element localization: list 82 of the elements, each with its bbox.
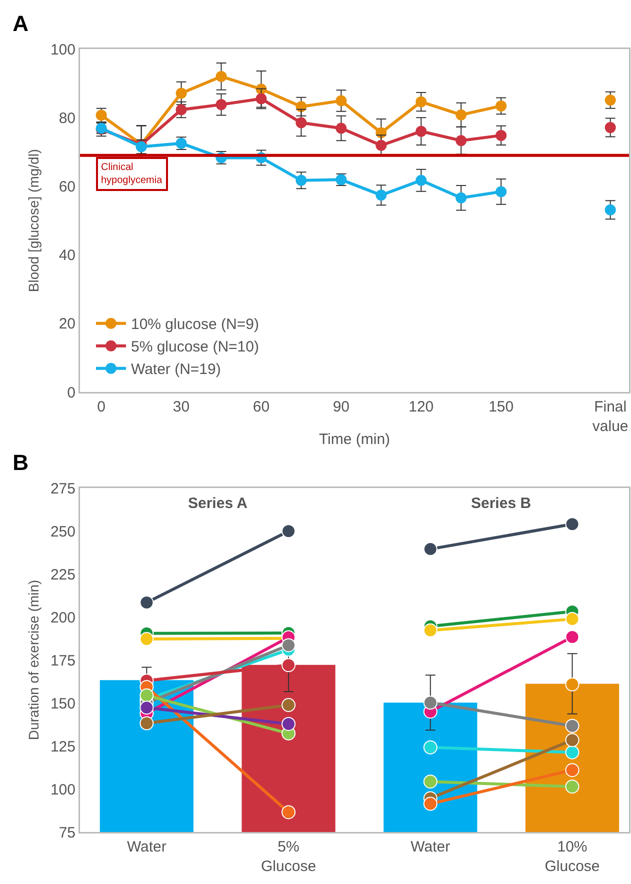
y-tick-label: 150 — [50, 695, 76, 712]
point — [216, 70, 227, 82]
point — [416, 174, 427, 186]
point — [282, 805, 296, 820]
y-tick-label: 75 — [58, 824, 76, 842]
y-tick-label: 40 — [58, 247, 76, 264]
x-tick-label: 120 — [408, 398, 434, 416]
y-tick-label: 100 — [50, 41, 76, 58]
y-axis-title: Blood [glucose] (mg/dl) — [25, 148, 42, 292]
point — [456, 109, 467, 120]
point — [336, 95, 347, 106]
point — [140, 716, 154, 730]
x-tick-label: 150 — [488, 398, 514, 416]
point — [565, 630, 580, 644]
point — [423, 740, 438, 754]
x-tick-label: 30 — [172, 398, 190, 416]
point — [456, 192, 467, 204]
x-tick-label: Water — [410, 838, 450, 856]
point — [140, 688, 154, 702]
x-tick-label: Water — [126, 838, 166, 856]
point — [140, 700, 154, 715]
legend-label: 10% glucose (N=9) — [130, 316, 259, 334]
point — [336, 122, 347, 134]
chart-title: B — [12, 450, 29, 475]
point — [565, 780, 580, 794]
point — [565, 517, 580, 532]
point — [423, 774, 438, 789]
point — [376, 140, 387, 151]
point — [282, 716, 296, 731]
point — [423, 696, 438, 710]
legend-label: Water (N=19) — [130, 361, 221, 378]
point — [423, 796, 438, 811]
point — [416, 126, 427, 137]
y-tick-label: 100 — [50, 781, 76, 798]
point — [565, 745, 580, 760]
legend-label: 5% glucose (N=10) — [130, 338, 259, 356]
point — [256, 93, 267, 104]
y-tick-label: 250 — [50, 523, 76, 540]
y-tick-label: 225 — [50, 566, 76, 584]
point — [282, 698, 296, 712]
point — [565, 612, 580, 626]
point — [296, 117, 307, 128]
x-tick-label: 90 — [332, 398, 350, 416]
point — [282, 638, 296, 652]
y-tick-label: 60 — [58, 178, 76, 196]
x-tick-label: 60 — [252, 398, 270, 416]
annotation: Series A — [188, 495, 248, 512]
point — [565, 763, 580, 778]
point — [565, 733, 580, 748]
y-tick-label: 20 — [58, 316, 76, 333]
point — [456, 135, 467, 146]
annotation: Series B — [471, 495, 532, 512]
x-tick-label: 0 — [97, 398, 106, 416]
point — [423, 623, 438, 638]
y-tick-label: 175 — [50, 652, 76, 670]
point — [416, 96, 427, 108]
x-axis-title: Time (min) — [318, 431, 390, 448]
y-tick-label: 200 — [50, 609, 76, 626]
y-axis-title: Duration of exercise (min) — [25, 580, 42, 740]
y-tick-label: 275 — [50, 480, 76, 498]
y-tick-label: 125 — [50, 738, 76, 756]
point — [423, 542, 438, 556]
point — [376, 190, 387, 201]
point — [140, 632, 154, 646]
point — [140, 596, 154, 610]
y-tick-label: 0 — [67, 384, 76, 402]
point — [604, 122, 616, 134]
point — [176, 88, 187, 99]
point — [496, 186, 507, 198]
point — [565, 718, 580, 733]
x-tick-label: 5% Glucose — [261, 838, 316, 875]
point — [282, 658, 296, 672]
point — [565, 677, 580, 692]
y-tick-label: 80 — [58, 110, 76, 127]
point — [282, 524, 296, 538]
chart-title: A — [12, 11, 29, 36]
point — [216, 99, 227, 110]
point — [604, 204, 616, 216]
x-tick-label: 10% Glucose — [544, 838, 600, 875]
ref-line-label: Clinical hypoglycemia — [101, 162, 163, 186]
x-tick-label: Final value — [592, 398, 628, 435]
point — [496, 130, 507, 141]
